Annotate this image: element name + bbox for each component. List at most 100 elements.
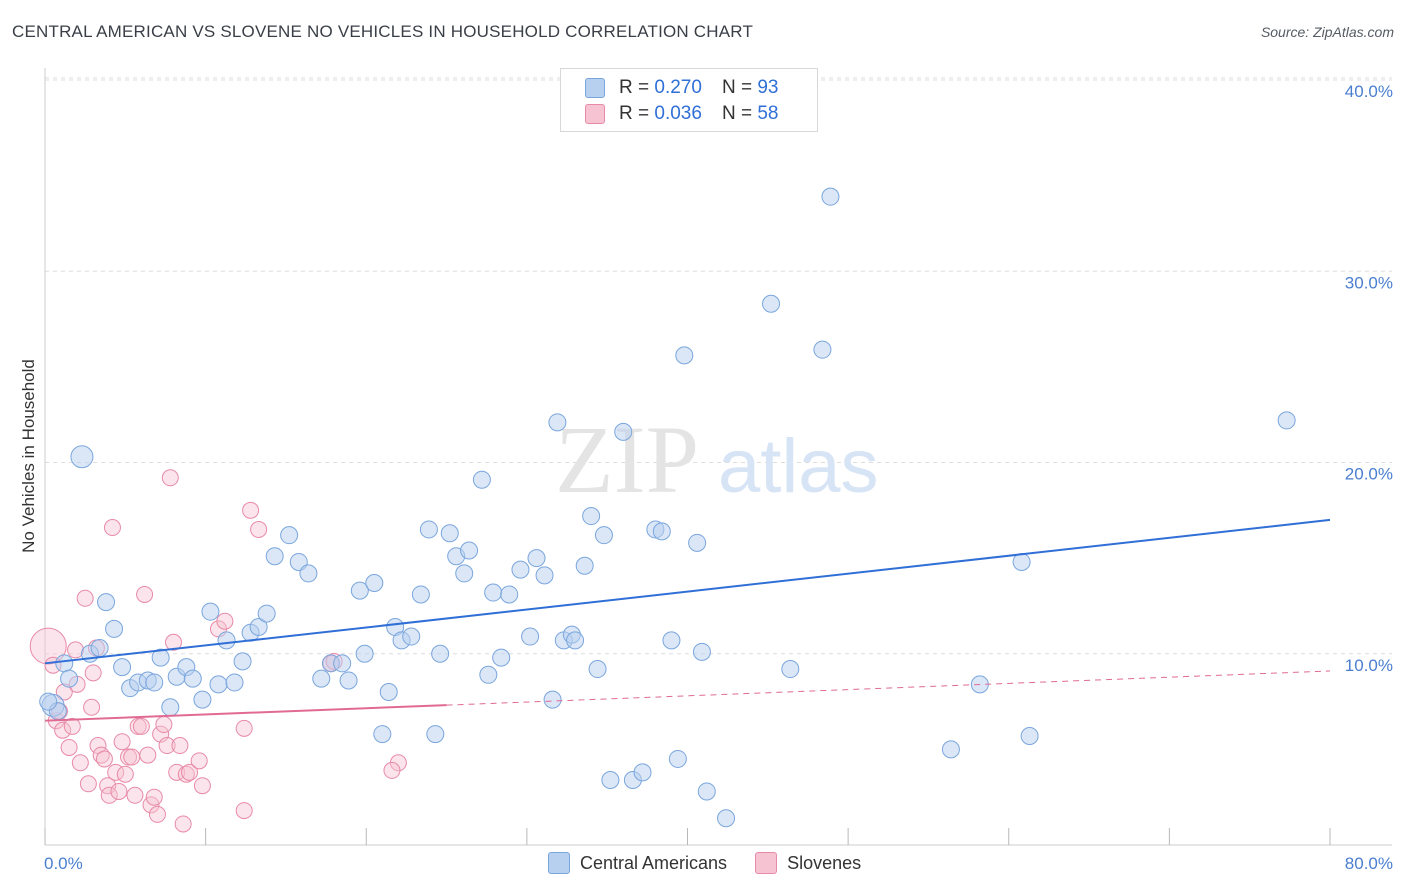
- slovene-point: [113, 733, 131, 751]
- central-american-point: [402, 627, 421, 646]
- blue-swatch-icon: [585, 78, 605, 98]
- central-american-point: [500, 585, 519, 604]
- slovene-point: [67, 641, 85, 659]
- central-american-point: [312, 669, 331, 688]
- central-american-point: [55, 654, 74, 673]
- x-tick-label: 80.0%: [1345, 854, 1393, 873]
- blue-swatch-icon: [548, 852, 570, 874]
- central-american-point: [440, 524, 459, 543]
- central-american-point: [105, 619, 124, 638]
- slovene-point: [158, 737, 176, 755]
- central-american-point: [614, 422, 633, 441]
- central-american-point: [193, 690, 212, 709]
- watermark-atlas: atlas: [718, 424, 879, 509]
- legend-item-slovenes: Slovenes: [755, 852, 861, 874]
- central-american-point: [70, 445, 94, 469]
- slovene-point: [63, 717, 81, 735]
- central-american-point: [675, 346, 694, 365]
- pink-swatch-icon: [755, 852, 778, 874]
- central-american-point: [379, 683, 398, 701]
- legend-n-value: 93: [757, 77, 779, 98]
- watermark-zip: ZIP: [555, 406, 699, 513]
- central-american-point: [426, 725, 445, 744]
- central-american-point: [575, 556, 594, 575]
- central-american-point: [566, 631, 585, 650]
- central-american-point: [257, 604, 276, 623]
- slovene-point: [177, 765, 195, 783]
- y-tick-label: 40.0%: [1345, 82, 1393, 101]
- central-american-point: [365, 573, 384, 592]
- central-american-point: [233, 652, 252, 671]
- central-american-point: [411, 585, 430, 604]
- legend-r-label: R =: [619, 103, 650, 124]
- central-american-point: [821, 187, 840, 206]
- central-american-point: [484, 583, 503, 602]
- central-american-point: [662, 631, 681, 650]
- legend-row-slovenes: R = 0.036 N = 58: [585, 103, 778, 125]
- central-american-point: [249, 617, 268, 636]
- slovene-point: [139, 746, 157, 764]
- central-american-point: [1012, 552, 1031, 571]
- slovene-point: [193, 777, 211, 795]
- chart-title: CENTRAL AMERICAN VS SLOVENE NO VEHICLES …: [12, 22, 754, 41]
- pink-swatch-icon: [585, 104, 605, 124]
- slovene-point: [100, 786, 118, 804]
- slovene-point: [174, 815, 192, 833]
- central-american-point: [535, 566, 554, 585]
- central-american-point: [717, 809, 736, 828]
- central-american-point: [527, 549, 546, 568]
- slovene-point: [71, 754, 89, 772]
- central-american-point: [419, 520, 438, 539]
- grid-lines: [45, 77, 1392, 655]
- slovene-point: [242, 501, 260, 519]
- slovene-point: [181, 763, 199, 781]
- slovene-point: [250, 520, 268, 538]
- slovene-point: [123, 748, 141, 766]
- central-american-point: [280, 526, 299, 545]
- slovene-point: [235, 719, 253, 737]
- central-american-point: [217, 631, 236, 650]
- central-american-point: [633, 763, 652, 782]
- central-american-point: [652, 522, 671, 541]
- legend-n-label: N =: [721, 103, 753, 124]
- slovene-point: [165, 633, 182, 651]
- slovene-point: [216, 612, 234, 630]
- source-label: Source: ZipAtlas.com: [1260, 24, 1394, 40]
- central-american-point: [113, 658, 132, 677]
- slovene-point: [145, 788, 163, 806]
- slovene-point: [190, 752, 208, 770]
- central-american-point: [333, 654, 352, 673]
- central-american-point: [543, 690, 562, 709]
- central-american-point: [511, 560, 530, 579]
- central-american-point: [299, 564, 318, 583]
- central-american-point: [472, 470, 491, 489]
- slovene-point: [116, 765, 134, 783]
- central-american-point: [145, 673, 164, 692]
- slovenes-trend-line-projection: [446, 670, 1331, 706]
- central-american-point: [373, 725, 392, 744]
- central-american-point: [339, 671, 358, 690]
- x-tick-label: 0.0%: [44, 854, 83, 873]
- legend-r-label: R =: [619, 77, 650, 98]
- slovene-point: [136, 585, 154, 603]
- central-american-point: [90, 639, 109, 658]
- slovene-point: [83, 698, 101, 716]
- slovenes-points: [29, 469, 407, 833]
- slovene-point: [110, 782, 128, 800]
- central-american-point: [582, 507, 601, 526]
- central-american-point: [97, 593, 116, 612]
- central-american-point: [183, 669, 202, 688]
- slovene-point: [383, 761, 401, 779]
- watermark: ZIP atlas: [555, 406, 879, 513]
- legend-n-label: N =: [721, 77, 753, 98]
- central-americans-points: [39, 187, 1296, 828]
- legend-item-central-americans: Central Americans: [548, 852, 727, 874]
- central-american-point: [209, 675, 228, 694]
- central-american-point: [688, 533, 707, 552]
- y-axis-label: No Vehicles in Household: [19, 359, 38, 553]
- slovene-point: [84, 664, 102, 682]
- slovene-point: [155, 716, 173, 734]
- y-tick-label: 10.0%: [1345, 656, 1393, 675]
- central-american-point: [492, 648, 511, 667]
- central-american-point: [265, 547, 284, 566]
